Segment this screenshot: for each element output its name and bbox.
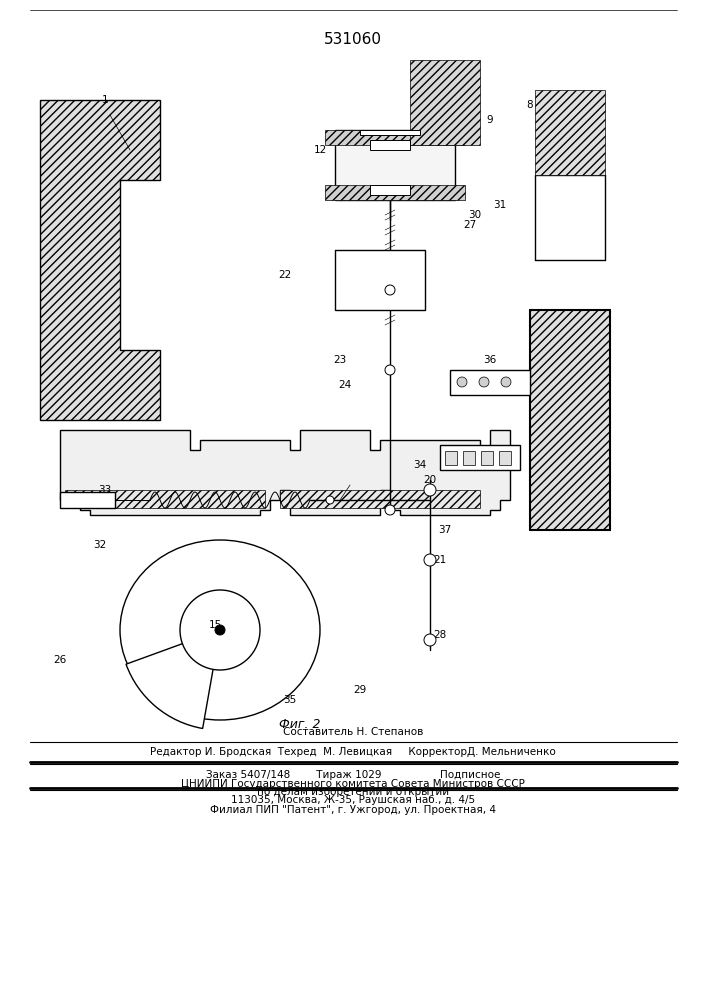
- Circle shape: [424, 484, 436, 496]
- Circle shape: [215, 625, 225, 635]
- Circle shape: [424, 634, 436, 646]
- Bar: [440, 445, 520, 470]
- Text: Филиал ПИП "Патент", г. Ужгород, ул. Проектная, 4: Филиал ПИП "Патент", г. Ужгород, ул. Про…: [210, 805, 496, 815]
- Text: Фиг. 2: Фиг. 2: [279, 718, 321, 732]
- Bar: [280, 490, 480, 508]
- Circle shape: [385, 365, 395, 375]
- Bar: [499, 451, 511, 465]
- Bar: [360, 130, 420, 135]
- Bar: [60, 492, 115, 508]
- Circle shape: [180, 590, 260, 670]
- Bar: [65, 490, 265, 508]
- Text: 35: 35: [284, 695, 297, 705]
- Text: 1: 1: [102, 95, 108, 105]
- Bar: [463, 451, 475, 465]
- Text: 36: 36: [484, 355, 496, 365]
- Text: 23: 23: [334, 355, 346, 365]
- Text: 24: 24: [339, 380, 351, 390]
- Polygon shape: [60, 430, 510, 515]
- Text: 28: 28: [433, 630, 447, 640]
- Bar: [410, 60, 480, 145]
- Text: ЦНИИПИ Государственного комитета Совета Министров СССР: ЦНИИПИ Государственного комитета Совета …: [181, 779, 525, 789]
- Text: 21: 21: [433, 555, 447, 565]
- Text: 12: 12: [313, 145, 327, 155]
- Text: 113035, Москва, Ж-35, Раушская наб., д. 4/5: 113035, Москва, Ж-35, Раушская наб., д. …: [231, 795, 475, 805]
- Text: Редактор И. Бродская  Техред  М. Левицкая     КорректорД. Мельниченко: Редактор И. Бродская Техред М. Левицкая …: [150, 747, 556, 757]
- Text: Заказ 5407/148        Тираж 1029                  Подписное: Заказ 5407/148 Тираж 1029 Подписное: [206, 770, 500, 780]
- Bar: [335, 250, 425, 310]
- Bar: [535, 90, 605, 175]
- Text: 531060: 531060: [324, 32, 382, 47]
- Bar: [370, 185, 410, 195]
- Wedge shape: [126, 630, 220, 728]
- Bar: [450, 370, 530, 395]
- Text: 30: 30: [469, 210, 481, 220]
- Text: 32: 32: [93, 540, 107, 550]
- Text: 8: 8: [527, 100, 533, 110]
- Circle shape: [479, 377, 489, 387]
- Bar: [335, 130, 455, 200]
- Ellipse shape: [120, 540, 320, 720]
- Bar: [370, 140, 410, 150]
- Text: 22: 22: [279, 270, 291, 280]
- Bar: [445, 451, 457, 465]
- Circle shape: [424, 554, 436, 566]
- Text: по делам изобретений и открытий: по делам изобретений и открытий: [257, 787, 449, 797]
- Circle shape: [385, 285, 395, 295]
- Text: 11: 11: [373, 135, 387, 145]
- Text: 31: 31: [493, 200, 507, 210]
- Bar: [325, 130, 465, 145]
- Circle shape: [457, 377, 467, 387]
- Circle shape: [501, 377, 511, 387]
- Bar: [325, 185, 465, 200]
- Text: 7: 7: [452, 100, 458, 110]
- Text: 34: 34: [414, 460, 426, 470]
- Text: 37: 37: [438, 525, 452, 535]
- Circle shape: [382, 152, 398, 168]
- Circle shape: [326, 496, 334, 504]
- Text: 33: 33: [98, 485, 112, 495]
- Text: 9: 9: [486, 115, 493, 125]
- Text: 29: 29: [354, 685, 367, 695]
- Text: Составитель Н. Степанов: Составитель Н. Степанов: [283, 727, 423, 737]
- Polygon shape: [40, 100, 160, 420]
- Text: 20: 20: [423, 475, 436, 485]
- Text: 15: 15: [209, 620, 221, 630]
- Text: 26: 26: [53, 655, 66, 665]
- Bar: [481, 451, 493, 465]
- Bar: [530, 310, 610, 530]
- Circle shape: [385, 505, 395, 515]
- Text: 27: 27: [463, 220, 477, 230]
- Circle shape: [382, 177, 398, 193]
